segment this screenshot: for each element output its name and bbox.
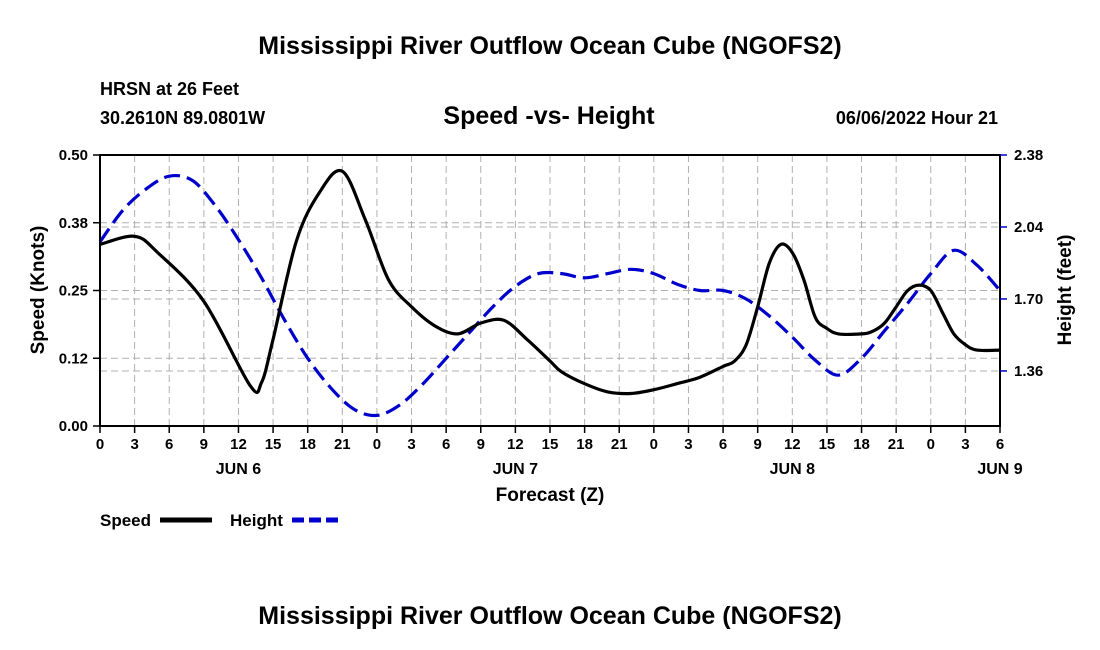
y2-tick-label: 1.70 bbox=[1014, 291, 1043, 308]
x-tick-label: 15 bbox=[265, 436, 282, 453]
day-label: JUN 6 bbox=[216, 461, 261, 478]
x-tick-label: 9 bbox=[754, 436, 762, 453]
x-tick-label: 9 bbox=[200, 436, 208, 453]
x-tick-label: 3 bbox=[407, 436, 415, 453]
station-label: HRSN at 26 Feet bbox=[100, 79, 239, 99]
day-label: JUN 8 bbox=[770, 461, 815, 478]
day-label: JUN 7 bbox=[493, 461, 538, 478]
series-layer bbox=[98, 168, 1002, 418]
x-tick-label: 12 bbox=[507, 436, 524, 453]
x-tick-label: 6 bbox=[996, 436, 1004, 453]
speed-series-line bbox=[99, 168, 1001, 396]
chart-title: Mississippi River Outflow Ocean Cube (NG… bbox=[258, 32, 841, 60]
x-tick-label: 21 bbox=[334, 436, 351, 453]
legend-height-label: Height bbox=[230, 511, 283, 530]
footer-title: Mississippi River Outflow Ocean Cube (NG… bbox=[258, 602, 841, 630]
datetime-label: 06/06/2022 Hour 21 bbox=[836, 108, 998, 128]
legend: Speed Height bbox=[100, 511, 342, 530]
y2-tick-label: 2.38 bbox=[1014, 147, 1043, 164]
x-tick-label: 0 bbox=[927, 436, 935, 453]
x-tick-label: 12 bbox=[230, 436, 247, 453]
x-tick-label: 3 bbox=[961, 436, 969, 453]
y-axis-label: Speed (Knots) bbox=[28, 226, 49, 355]
y-tick-label: 0.12 bbox=[59, 350, 88, 367]
legend-speed-label: Speed bbox=[100, 511, 151, 530]
chart-subtitle: Speed -vs- Height bbox=[443, 102, 655, 130]
x-tick-label: 6 bbox=[165, 436, 173, 453]
x-tick-label: 0 bbox=[96, 436, 104, 453]
y2-tick-label: 2.04 bbox=[1014, 219, 1044, 236]
x-tick-label: 18 bbox=[299, 436, 316, 453]
x-tick-label: 21 bbox=[888, 436, 905, 453]
y2-axis-label: Height (feet) bbox=[1055, 235, 1076, 346]
grid-lines bbox=[100, 154, 1000, 426]
x-tick-label: 3 bbox=[684, 436, 692, 453]
x-tick-label: 21 bbox=[611, 436, 628, 453]
day-label: JUN 9 bbox=[977, 461, 1022, 478]
x-tick-label: 6 bbox=[719, 436, 727, 453]
x-tick-label: 18 bbox=[853, 436, 870, 453]
x-tick-label: 3 bbox=[130, 436, 138, 453]
x-tick-label: 18 bbox=[576, 436, 593, 453]
axis-ticks: 0 3 6 9 12 15 18 21 0 3 6 9 12 15 18 21 0 3 6 9 12 15 18 21 0 3 6 0… bbox=[59, 147, 1044, 478]
y-tick-label: 0.38 bbox=[59, 215, 88, 232]
y-tick-label: 0.25 bbox=[59, 283, 88, 300]
x-axis-label: Forecast (Z) bbox=[496, 485, 605, 506]
x-tick-label: 15 bbox=[819, 436, 836, 453]
x-tick-label: 9 bbox=[477, 436, 485, 453]
y-tick-label: 0.00 bbox=[59, 418, 88, 435]
x-tick-label: 12 bbox=[784, 436, 801, 453]
y2-tick-label: 1.36 bbox=[1014, 363, 1043, 380]
height-series-line bbox=[98, 173, 1002, 418]
y-tick-label: 0.50 bbox=[59, 147, 88, 164]
x-tick-label: 15 bbox=[542, 436, 559, 453]
location-label: 30.2610N 89.0801W bbox=[100, 108, 265, 128]
x-tick-label: 0 bbox=[650, 436, 658, 453]
x-tick-label: 6 bbox=[442, 436, 450, 453]
x-tick-label: 0 bbox=[373, 436, 381, 453]
